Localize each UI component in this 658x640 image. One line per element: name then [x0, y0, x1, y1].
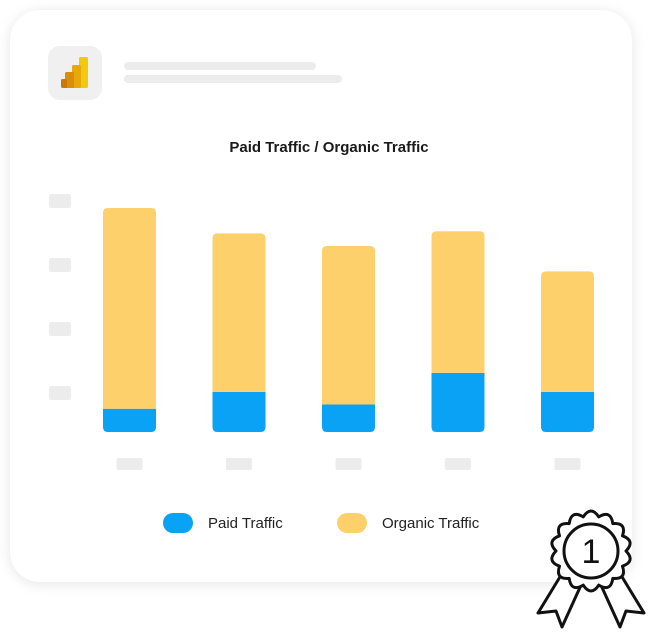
- power-bi-icon: [61, 57, 88, 88]
- legend-swatch-paid: [163, 513, 193, 533]
- badge-number: 1: [582, 533, 601, 571]
- chart-title: Paid Traffic / Organic Traffic: [229, 139, 429, 156]
- header-placeholder-line: [124, 62, 316, 70]
- first-place-ribbon-icon: 1: [536, 509, 646, 629]
- y-tick-label: [49, 322, 71, 336]
- bar-paid-traffic: [103, 408, 156, 432]
- legend-swatch-organic: [337, 513, 367, 533]
- x-tick-label: [226, 458, 252, 470]
- y-tick-label: [49, 194, 71, 208]
- x-tick-label: [116, 458, 143, 470]
- bar-paid-traffic: [322, 404, 375, 432]
- x-tick-label: [445, 458, 471, 470]
- bar-paid-traffic: [431, 372, 485, 432]
- x-tick-label: [554, 458, 581, 470]
- legend-label-organic: Organic Traffic: [382, 514, 480, 532]
- bar-organic-traffic: [322, 246, 375, 405]
- bar-organic-traffic: [431, 231, 485, 373]
- legend-item-paid: Paid Traffic: [163, 512, 283, 534]
- y-tick-label: [49, 386, 71, 400]
- bar-paid-traffic: [212, 391, 266, 432]
- x-tick-label: [335, 458, 362, 470]
- legend-label-paid: Paid Traffic: [208, 514, 283, 532]
- y-tick-label: [49, 258, 71, 272]
- legend-item-organic: Organic Traffic: [337, 512, 479, 534]
- header-placeholder-line: [124, 75, 342, 83]
- app-logo: [48, 46, 102, 100]
- bar-organic-traffic: [541, 271, 594, 392]
- bar-organic-traffic: [212, 233, 266, 392]
- bar-organic-traffic: [103, 208, 156, 409]
- bar-paid-traffic: [541, 391, 594, 432]
